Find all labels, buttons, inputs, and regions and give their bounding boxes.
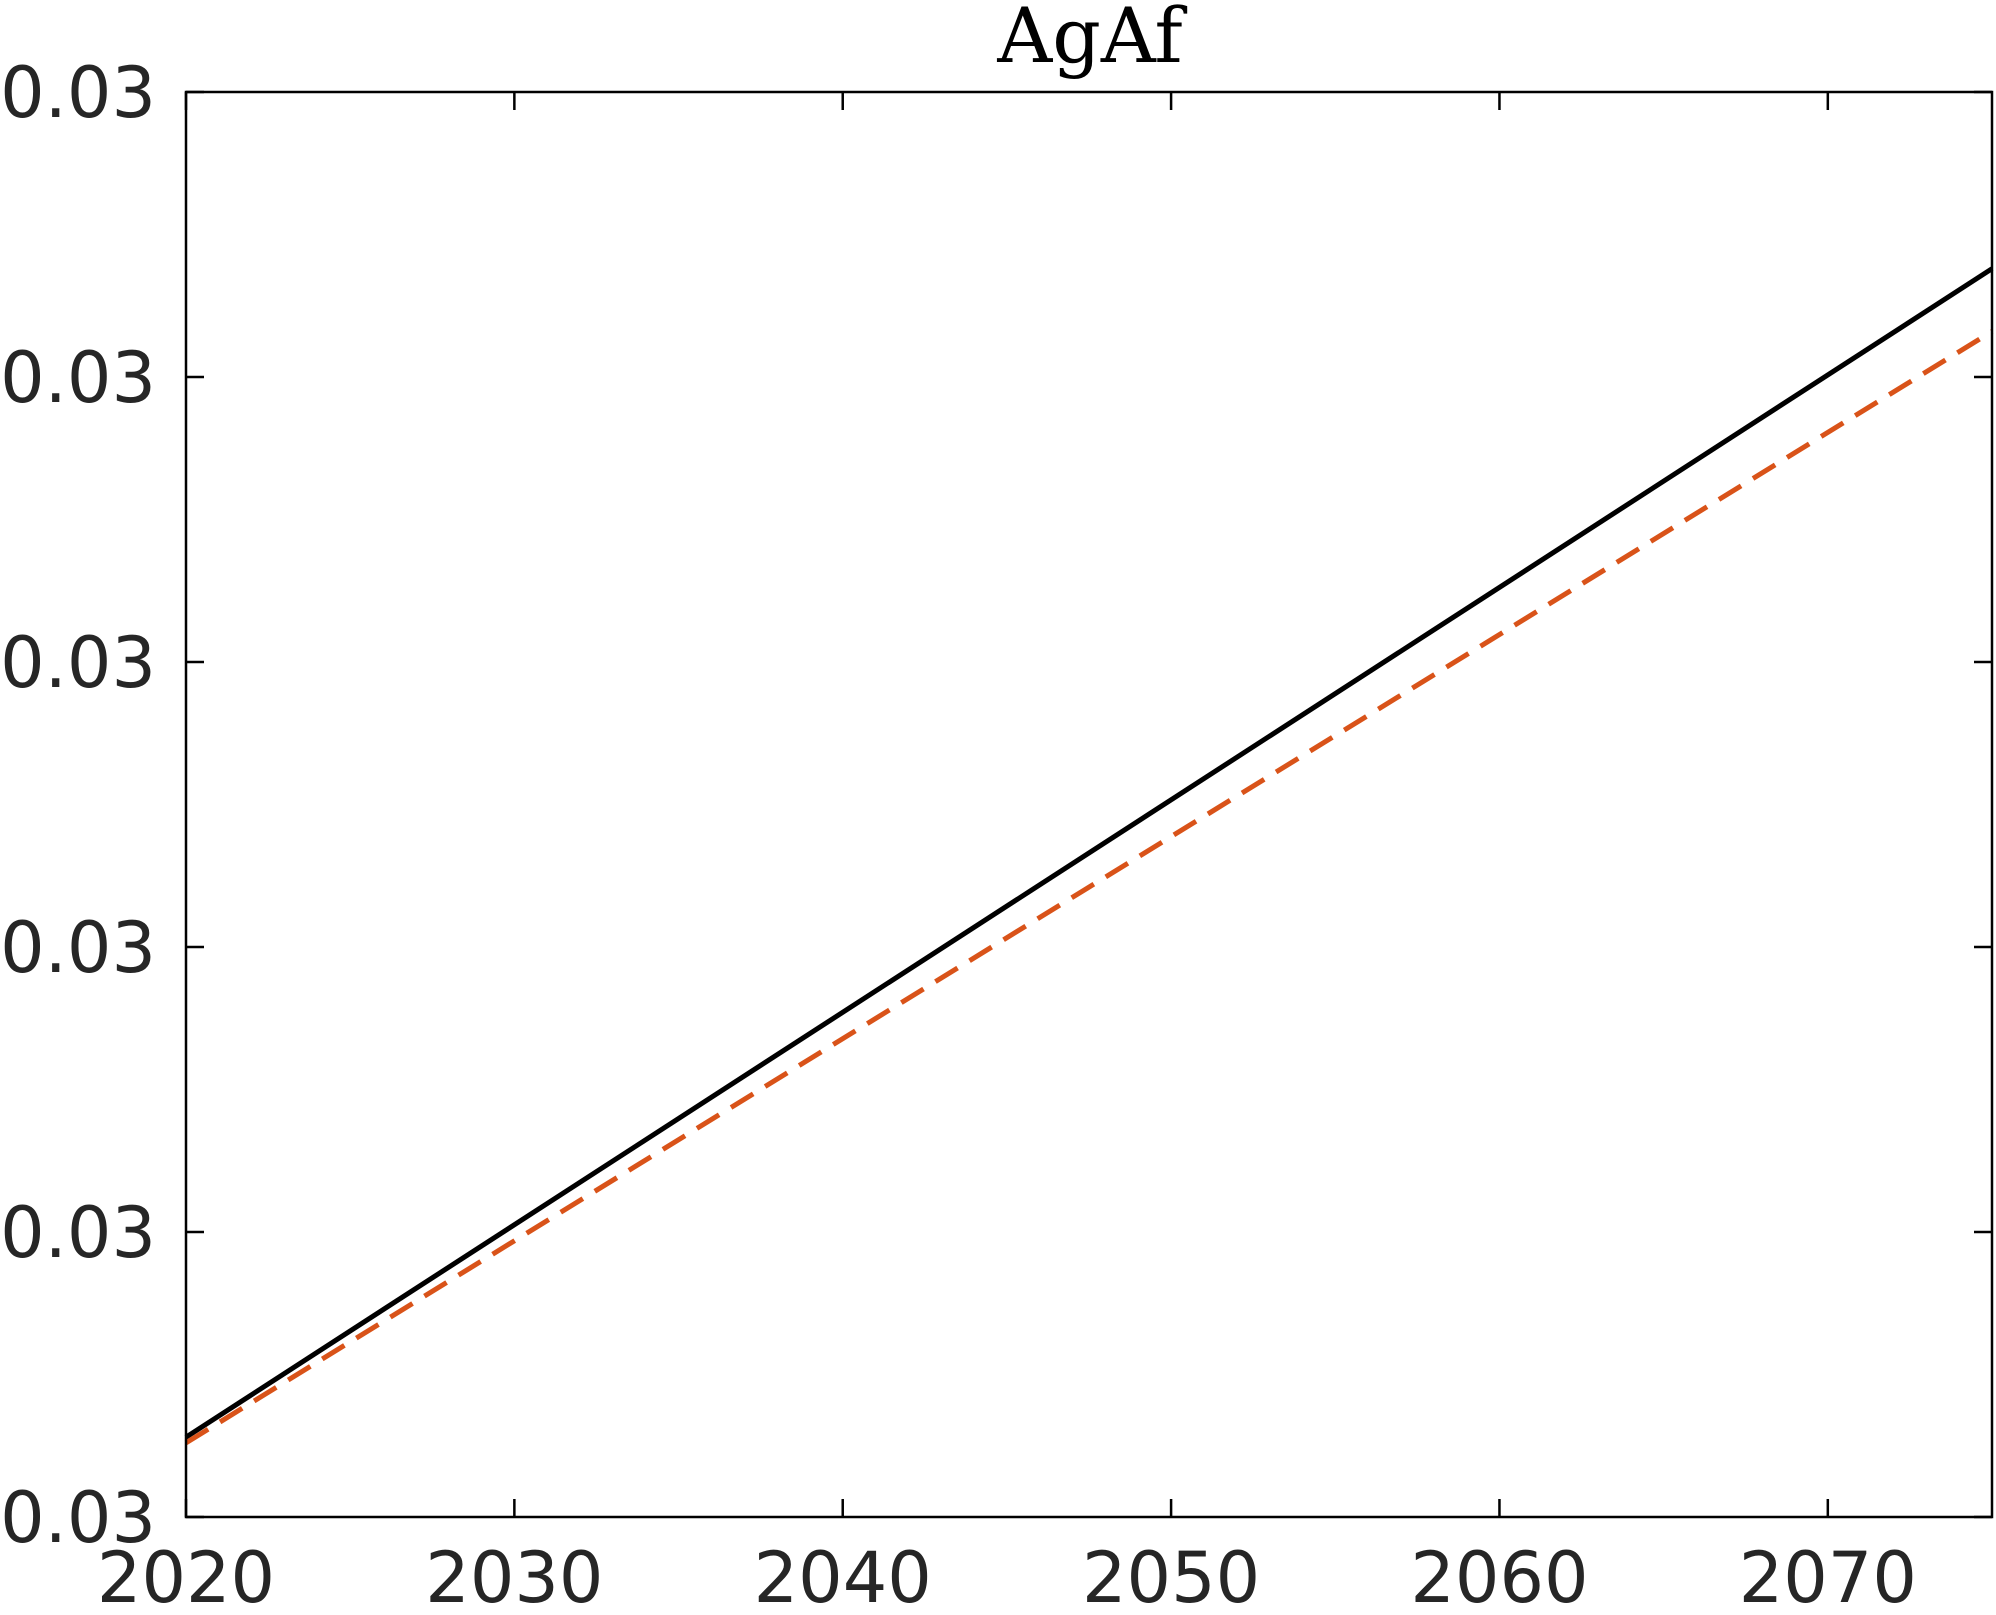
y-tick-label: 0.03 [0,622,156,704]
chart-title: AgAf [996,0,1187,80]
y-tick-label: 0.03 [0,907,156,989]
plot-frame [184,90,1994,1519]
y-tick-label: 0.03 [0,1477,156,1559]
x-tick-label: 2070 [1739,1537,1917,1615]
x-tick-label: 2060 [1410,1537,1588,1615]
plot-series [184,266,1994,1446]
x-tick-label: 2020 [97,1537,275,1615]
y-axis: 0.03 0.03 0.03 0.03 0.03 0.03 [0,52,1992,1559]
series-line-1 [184,266,1994,1440]
x-tick-label: 2030 [425,1537,603,1615]
y-tick-label: 0.03 [0,1192,156,1274]
x-axis: 2020 2030 2040 2050 2060 2070 [97,92,1917,1615]
series-line-2 [184,329,1994,1446]
y-tick-label: 0.03 [0,337,156,419]
y-tick-label: 0.03 [0,52,156,134]
x-tick-label: 2040 [754,1537,932,1615]
x-tick-label: 2050 [1082,1537,1260,1615]
